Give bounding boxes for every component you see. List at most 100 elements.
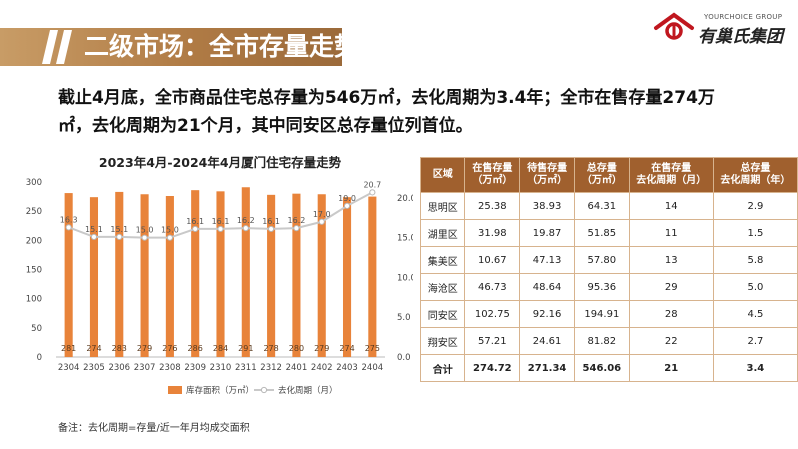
line-data-label: 16.2: [237, 216, 255, 225]
line-data-label: 15.1: [110, 225, 128, 234]
y-axis-left-tick-label: 50: [31, 324, 42, 334]
bar-data-label: 278: [263, 344, 278, 353]
bar-data-label: 279: [137, 344, 152, 353]
bar: [64, 193, 73, 357]
table-header-cell: 总存量 （万㎡）: [573, 157, 630, 193]
y-axis-left-tick-label: 0: [37, 353, 42, 363]
table-cell: 47.13: [519, 246, 575, 274]
x-axis-tick-label: 2311: [235, 363, 257, 373]
y-axis-right-tick-label: 5.0: [397, 313, 411, 323]
line-point: [141, 234, 148, 241]
legend-swatch-bar: [168, 386, 182, 394]
bar: [317, 194, 326, 357]
table-cell: 31.98: [464, 219, 521, 247]
bar: [89, 197, 99, 357]
table-header-cell: 在售存量 （万㎡）: [464, 157, 521, 193]
table-header-text: 总存量: [740, 163, 771, 174]
line-data-label: 16.1: [262, 217, 280, 226]
y-axis-right-tick-label: 15.0: [397, 234, 413, 244]
table-header-row: 区域 在售存量 （万㎡） 待售存量 （万㎡） 总存量 （万㎡） 在售存量 去化周期（月） 总存量去…: [419, 157, 798, 193]
x-axis-tick-label: 2309: [184, 363, 206, 373]
line-point: [369, 189, 376, 196]
line-data-label: 16.3: [60, 215, 78, 224]
table-cell: 81.82: [573, 327, 630, 355]
table-cell: 64.31: [573, 192, 630, 220]
y-axis-left-tick-label: 100: [26, 295, 42, 305]
bar-data-label: 274: [86, 344, 101, 353]
table-row: 思明区 25.38 38.93 64.31 14 2.9: [419, 192, 798, 220]
table-cell: 25.38: [464, 192, 521, 220]
table-cell: 5.8: [712, 246, 798, 274]
bar-data-label: 276: [162, 344, 177, 353]
table-header-cell: 总存量 去化周期（年）: [712, 157, 798, 193]
table-cell: 22: [628, 327, 714, 355]
line-point: [268, 225, 275, 233]
table-cell: 102.75: [464, 300, 521, 328]
bar: [115, 191, 124, 357]
x-axis-tick-label: 2307: [134, 363, 156, 373]
table-header-text: （万㎡）: [581, 175, 622, 186]
bar: [342, 197, 352, 357]
x-axis-tick-label: 2304: [58, 363, 80, 373]
table-row: 同安区 102.75 92.16 194.91 28 4.5: [419, 300, 798, 328]
table-cell: 546.06: [573, 354, 630, 382]
line-point: [242, 225, 249, 232]
table-cell: 92.16: [519, 300, 575, 328]
line-point: [65, 224, 72, 231]
table-cell: 24.61: [519, 327, 575, 355]
line-data-label: 16.1: [212, 217, 230, 226]
y-axis-right-tick-label: 10.0: [397, 273, 413, 283]
x-axis-tick-label: 2402: [311, 363, 333, 373]
table-cell-region: 思明区: [419, 192, 466, 220]
footnote: 备注：去化周期=存量/近一年月均成交面积: [58, 423, 250, 434]
y-axis-left-tick-label: 250: [26, 207, 42, 217]
table-row: 海沧区 46.73 48.64 95.36 29 5.0: [419, 273, 798, 301]
line-point: [166, 234, 173, 241]
bar: [292, 193, 301, 357]
logo-english: YOURCHOICE GROUP: [704, 13, 783, 21]
table-cell: 38.93: [519, 192, 575, 220]
table-header-cell: 在售存量 去化周期（月）: [628, 157, 714, 193]
legend-label: 库存面积（万㎡）: [186, 385, 254, 396]
table-header-text: 去化周期（年）: [720, 175, 791, 186]
table-cell: 95.36: [573, 273, 630, 301]
table-cell-region: 集美区: [419, 246, 466, 274]
bar: [267, 194, 276, 357]
line-point: [116, 233, 123, 240]
table-header-text: 总存量: [586, 163, 617, 174]
table-header-text: 去化周期（月）: [636, 175, 707, 186]
bar-data-label: 281: [61, 344, 76, 353]
summary-text: 截止4月底，全市商品住宅总存量为546万㎡，去化周期为3.4年；全市在售存量27…: [58, 88, 715, 136]
table-cell: 51.85: [573, 219, 630, 247]
bar: [241, 187, 250, 357]
x-axis-tick-label: 2404: [362, 363, 384, 373]
table-header-text: 在售存量: [651, 163, 692, 174]
table-cell: 13: [628, 246, 714, 274]
x-axis-tick-label: 2312: [260, 363, 282, 373]
table-cell: 46.73: [464, 273, 521, 301]
line-point: [293, 225, 300, 232]
line-data-label: 15.1: [85, 225, 103, 234]
table-header-cell: 待售存量 （万㎡）: [519, 157, 575, 193]
x-axis-tick-label: 2308: [159, 363, 181, 373]
table-cell: 2.9: [712, 192, 798, 220]
bar: [191, 190, 200, 357]
bar-data-label: 279: [314, 344, 329, 353]
bar-data-label: 280: [289, 344, 304, 353]
y-axis-left-tick-label: 200: [26, 236, 42, 246]
line-point: [318, 218, 325, 225]
table-cell: 4.5: [712, 300, 798, 328]
district-inventory-table: 区域 在售存量 （万㎡） 待售存量 （万㎡） 总存量 （万㎡） 在售存量 去化周期（月） 总存量去…: [419, 157, 798, 382]
line-point: [343, 202, 351, 209]
line-point: [217, 225, 224, 233]
table-header-text: （万㎡）: [472, 175, 513, 186]
line-data-label: 15.0: [161, 226, 179, 235]
bar-data-label: 284: [213, 344, 228, 353]
banner-stripes-icon: [42, 30, 72, 64]
x-axis-tick-label: 2401: [286, 363, 308, 373]
logo-chinese: 有巢氏集团: [698, 27, 783, 47]
table-cell: 274.72: [464, 354, 521, 382]
bar: [368, 196, 377, 357]
bar: [216, 191, 225, 357]
bar-data-label: 286: [188, 344, 203, 353]
